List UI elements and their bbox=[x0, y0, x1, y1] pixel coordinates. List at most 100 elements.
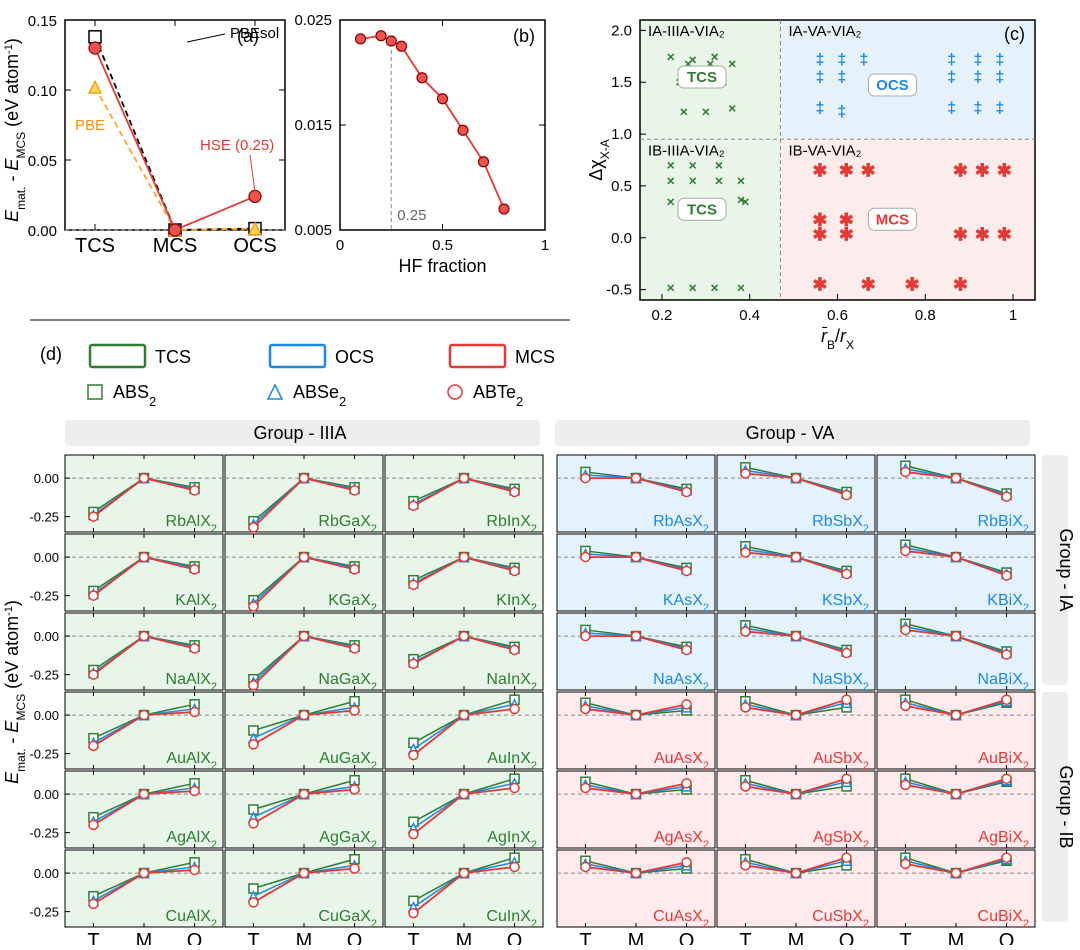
svg-text:×: × bbox=[689, 280, 697, 296]
svg-text:Group - IB: Group - IB bbox=[1056, 765, 1076, 848]
svg-text:‡: ‡ bbox=[947, 100, 956, 117]
svg-text:2.0: 2.0 bbox=[611, 22, 632, 39]
svg-text:MCS: MCS bbox=[153, 235, 197, 257]
subplot: CuSbX2TMO bbox=[717, 850, 875, 945]
svg-text:T: T bbox=[247, 930, 259, 945]
subplot: NaAlX2-0.250.00 bbox=[29, 613, 223, 693]
svg-text:TCS: TCS bbox=[687, 69, 717, 86]
svg-text:×: × bbox=[728, 100, 736, 116]
svg-text:0.15: 0.15 bbox=[28, 13, 57, 30]
svg-text:×: × bbox=[715, 157, 723, 173]
panel-c: 0.20.40.60.81-0.50.00.51.01.52.0××××××××… bbox=[606, 20, 1035, 352]
svg-text:PBE: PBE bbox=[75, 117, 105, 134]
svg-text:Group - IIIA: Group - IIIA bbox=[253, 423, 346, 443]
subplot: NaGaX2 bbox=[225, 613, 383, 693]
svg-text:T: T bbox=[579, 930, 591, 945]
svg-text:0.00: 0.00 bbox=[34, 550, 59, 565]
svg-text:‡: ‡ bbox=[995, 51, 1004, 68]
svg-text:0.00: 0.00 bbox=[34, 629, 59, 644]
svg-text:IA-IIIA-VIA₂: IA-IIIA-VIA₂ bbox=[648, 23, 725, 40]
subplot: AgBiX2 bbox=[877, 771, 1035, 851]
svg-text:Group - VA: Group - VA bbox=[746, 423, 835, 443]
svg-text:×: × bbox=[702, 103, 710, 119]
svg-text:IA-VA-VIA₂: IA-VA-VIA₂ bbox=[788, 23, 861, 40]
svg-text:-0.25: -0.25 bbox=[29, 747, 59, 762]
subplot: NaInX2 bbox=[385, 613, 543, 693]
svg-text:✱: ✱ bbox=[812, 225, 827, 245]
svg-text:‡: ‡ bbox=[973, 51, 982, 68]
svg-text:r̄B/rX: r̄B/rX bbox=[821, 326, 854, 352]
svg-text:1.5: 1.5 bbox=[611, 74, 632, 91]
svg-text:0.00: 0.00 bbox=[34, 866, 59, 881]
svg-text:‡: ‡ bbox=[973, 100, 982, 117]
svg-text:✱: ✱ bbox=[953, 160, 968, 180]
svg-text:0.10: 0.10 bbox=[28, 83, 57, 100]
svg-text:‡: ‡ bbox=[815, 100, 824, 117]
svg-text:-0.25: -0.25 bbox=[29, 826, 59, 841]
subplot: AuAsX2 bbox=[557, 692, 715, 772]
svg-text:×: × bbox=[689, 173, 697, 189]
subplot: AuAlX2-0.250.00 bbox=[29, 692, 223, 772]
subplot: KAlX2-0.250.00 bbox=[29, 534, 223, 614]
svg-text:O: O bbox=[999, 930, 1015, 945]
subplot: RbAsX2 bbox=[557, 455, 715, 535]
svg-text:HSE (0.25): HSE (0.25) bbox=[200, 137, 274, 154]
svg-text:0.5: 0.5 bbox=[611, 178, 632, 195]
subplot: AuSbX2 bbox=[717, 692, 875, 772]
svg-text:ABSe2: ABSe2 bbox=[293, 382, 346, 409]
svg-text:0.00: 0.00 bbox=[34, 708, 59, 723]
svg-text:HF fraction: HF fraction bbox=[398, 256, 486, 276]
svg-text:-0.25: -0.25 bbox=[29, 905, 59, 920]
subplot: RbAlX2-0.250.00 bbox=[29, 455, 223, 535]
subplot: KInX2 bbox=[385, 534, 543, 614]
svg-text:‡: ‡ bbox=[837, 51, 846, 68]
subplot: RbSbX2 bbox=[717, 455, 875, 535]
subplot: KBiX2 bbox=[877, 534, 1035, 614]
svg-text:0.2: 0.2 bbox=[652, 307, 673, 324]
svg-text:(a): (a) bbox=[237, 26, 259, 46]
svg-text:0.25: 0.25 bbox=[397, 207, 426, 224]
svg-text:-0.5: -0.5 bbox=[606, 282, 632, 299]
svg-text:‡: ‡ bbox=[837, 103, 846, 120]
svg-text:✱: ✱ bbox=[953, 225, 968, 245]
svg-text:T: T bbox=[899, 930, 911, 945]
svg-text:✱: ✱ bbox=[839, 160, 854, 180]
svg-text:O: O bbox=[679, 930, 695, 945]
subplot: KAsX2 bbox=[557, 534, 715, 614]
svg-text:0.0: 0.0 bbox=[611, 230, 632, 247]
svg-text:IB-VA-VIA₂: IB-VA-VIA₂ bbox=[788, 142, 861, 159]
subplot: RbGaX2 bbox=[225, 455, 383, 535]
svg-text:✱: ✱ bbox=[953, 274, 968, 294]
svg-text:1: 1 bbox=[541, 237, 549, 254]
svg-text:0.015: 0.015 bbox=[294, 117, 332, 134]
svg-text:-0.25: -0.25 bbox=[29, 668, 59, 683]
svg-text:0.4: 0.4 bbox=[739, 307, 760, 324]
svg-text:Emat. - EMCS (eV atom-1): Emat. - EMCS (eV atom-1) bbox=[2, 38, 28, 222]
panel-b: 0.0050.0150.02500.510.25(b)HF fraction bbox=[294, 12, 549, 276]
subplot: RbBiX2 bbox=[877, 455, 1035, 535]
svg-text:‡: ‡ bbox=[859, 51, 868, 68]
svg-text:MCS: MCS bbox=[876, 211, 909, 228]
svg-text:✱: ✱ bbox=[839, 225, 854, 245]
svg-text:×: × bbox=[667, 173, 675, 189]
subplot: AgAsX2 bbox=[557, 771, 715, 851]
svg-text:✱: ✱ bbox=[997, 225, 1012, 245]
svg-text:×: × bbox=[737, 173, 745, 189]
subplot: CuInX2TMO bbox=[385, 850, 543, 945]
svg-text:-0.25: -0.25 bbox=[29, 510, 59, 525]
svg-text:0.005: 0.005 bbox=[294, 222, 332, 239]
subplot: AgAlX2-0.250.00 bbox=[29, 771, 223, 851]
svg-text:TCS: TCS bbox=[155, 347, 191, 367]
svg-text:✱: ✱ bbox=[975, 160, 990, 180]
subplot: AgSbX2 bbox=[717, 771, 875, 851]
svg-text:M: M bbox=[296, 930, 313, 945]
svg-text:✱: ✱ bbox=[812, 274, 827, 294]
svg-text:×: × bbox=[715, 173, 723, 189]
svg-text:×: × bbox=[667, 157, 675, 173]
svg-text:×: × bbox=[741, 193, 749, 209]
subplot: NaBiX2 bbox=[877, 613, 1035, 693]
panel-d-title: (d) bbox=[40, 344, 62, 364]
svg-text:0.00: 0.00 bbox=[34, 471, 59, 486]
svg-text:T: T bbox=[87, 930, 99, 945]
subplot: AgGaX2 bbox=[225, 771, 383, 851]
